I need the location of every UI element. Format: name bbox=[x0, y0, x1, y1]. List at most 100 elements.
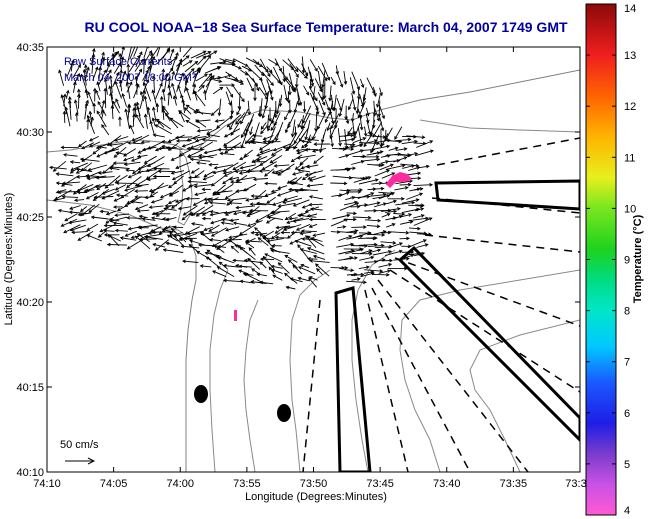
current-vector-head bbox=[386, 169, 391, 173]
current-vector-head bbox=[220, 221, 225, 225]
current-vector bbox=[351, 176, 366, 180]
current-vector bbox=[385, 164, 405, 170]
current-vector-head bbox=[201, 84, 205, 89]
current-vector-head bbox=[241, 210, 246, 215]
current-vector bbox=[225, 226, 240, 231]
current-vector-head bbox=[108, 143, 113, 147]
current-vector-head bbox=[344, 218, 349, 222]
current-vector-head bbox=[130, 158, 135, 162]
current-vector bbox=[135, 114, 145, 129]
current-vector-head bbox=[244, 140, 249, 145]
current-vector-head bbox=[161, 228, 166, 232]
current-vector bbox=[149, 191, 159, 197]
current-vector bbox=[344, 129, 348, 149]
current-vector-head bbox=[126, 184, 130, 189]
current-vector-head bbox=[232, 166, 237, 171]
current-vector-head bbox=[142, 57, 147, 62]
current-vector-head bbox=[271, 268, 275, 273]
current-vector bbox=[330, 76, 336, 85]
current-vector-head bbox=[299, 231, 304, 236]
current-vector bbox=[112, 51, 119, 60]
current-vector-head bbox=[342, 225, 347, 229]
current-vector bbox=[240, 108, 249, 124]
current-vector bbox=[98, 67, 101, 81]
current-vector bbox=[336, 71, 343, 88]
current-vector-head bbox=[71, 230, 75, 235]
current-vector bbox=[185, 120, 200, 129]
current-vector-head bbox=[115, 193, 120, 198]
current-vector-head bbox=[73, 198, 78, 203]
current-vector bbox=[196, 162, 207, 165]
current-vector-head bbox=[115, 181, 120, 185]
current-vector bbox=[151, 217, 164, 221]
current-vector bbox=[315, 263, 330, 277]
current-vector bbox=[339, 202, 359, 211]
current-vector-head bbox=[152, 133, 157, 138]
current-vector bbox=[198, 73, 212, 89]
current-vector bbox=[267, 237, 284, 242]
current-vector bbox=[195, 119, 211, 122]
current-vector bbox=[267, 216, 284, 221]
scale-arrow bbox=[65, 457, 96, 465]
current-vector-head bbox=[270, 96, 274, 101]
current-vector-head bbox=[190, 145, 194, 149]
current-vector-head bbox=[380, 127, 385, 132]
current-vector-head bbox=[271, 170, 276, 174]
current-vector bbox=[262, 161, 277, 171]
current-vector bbox=[111, 141, 129, 151]
current-vector bbox=[63, 154, 78, 157]
legend-line-1: Raw Surface Currents bbox=[64, 56, 173, 68]
current-vector-head bbox=[126, 63, 130, 68]
current-vector bbox=[364, 269, 383, 272]
current-vector-head bbox=[237, 244, 242, 249]
current-vector bbox=[271, 189, 281, 193]
current-vector-head bbox=[184, 75, 188, 80]
current-vector-head bbox=[220, 217, 225, 222]
current-vector bbox=[266, 79, 273, 94]
current-vector bbox=[156, 118, 172, 130]
current-vector bbox=[258, 237, 269, 247]
current-vector bbox=[300, 264, 310, 269]
current-vector bbox=[329, 107, 334, 124]
current-vector-head bbox=[262, 139, 267, 144]
current-vector bbox=[282, 65, 285, 82]
current-vector bbox=[299, 157, 309, 165]
current-vector-head bbox=[289, 241, 294, 245]
current-vector-head bbox=[312, 233, 317, 237]
current-vector-head bbox=[204, 251, 209, 256]
current-vector-head bbox=[114, 80, 118, 85]
current-vector-head bbox=[148, 188, 153, 193]
current-vector-head bbox=[277, 186, 282, 190]
x-tick-label: 73:35 bbox=[500, 478, 528, 490]
current-vector bbox=[309, 175, 326, 182]
feature-dot-1 bbox=[194, 385, 208, 403]
current-vector-head bbox=[297, 213, 302, 218]
current-vector bbox=[305, 235, 317, 248]
current-vector-head bbox=[293, 109, 298, 114]
current-vector-head bbox=[393, 209, 398, 214]
current-vector-head bbox=[294, 166, 299, 170]
current-vector bbox=[360, 158, 380, 162]
current-vector-head bbox=[171, 82, 175, 87]
current-vector-head bbox=[140, 58, 144, 63]
current-vector-head bbox=[332, 81, 336, 86]
current-vector bbox=[133, 47, 139, 57]
current-vector bbox=[297, 154, 316, 159]
current-vector bbox=[62, 181, 81, 184]
current-vector bbox=[153, 76, 155, 93]
chart-title: RU COOL NOAA−18 Sea Surface Temperature:… bbox=[84, 19, 568, 35]
current-vector-head bbox=[218, 261, 223, 266]
current-vector bbox=[413, 217, 432, 226]
current-vector bbox=[317, 112, 326, 130]
current-vector-head bbox=[67, 99, 72, 104]
current-vector-head bbox=[175, 135, 179, 140]
current-vector bbox=[143, 50, 152, 65]
current-vector-head bbox=[394, 146, 399, 151]
current-vector bbox=[106, 63, 110, 73]
current-vector-head bbox=[142, 89, 147, 94]
current-vector bbox=[260, 281, 274, 285]
current-vector-head bbox=[188, 60, 193, 64]
current-vector bbox=[236, 205, 255, 209]
current-vector-head bbox=[290, 133, 295, 138]
current-vector bbox=[374, 246, 393, 249]
